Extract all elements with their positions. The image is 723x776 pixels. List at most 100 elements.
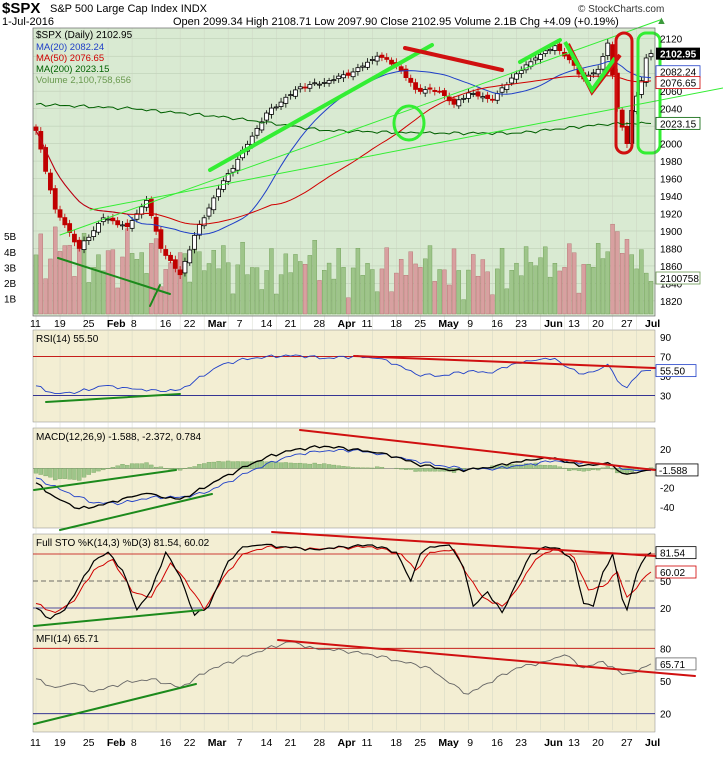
- macd-histogram-bar: [423, 468, 428, 472]
- macd-histogram-bar: [523, 463, 529, 469]
- volume-bar: [341, 267, 346, 315]
- candle-body: [230, 168, 236, 173]
- candle-body: [413, 82, 418, 90]
- volume-bar: [293, 254, 298, 315]
- rsi-drawn-resistance: [353, 355, 656, 369]
- volume-bar: [230, 293, 236, 315]
- macd-histogram-bar: [326, 464, 332, 469]
- candle-body: [259, 121, 265, 131]
- candle-body: [148, 198, 154, 216]
- volume-bar: [225, 262, 231, 315]
- volume-bar: [485, 271, 490, 315]
- macd-histogram-bar: [620, 468, 625, 473]
- candle-body: [235, 158, 241, 171]
- macd-histogram-bar: [571, 468, 577, 471]
- rsi-tick-label: 50: [660, 372, 672, 383]
- macd-drawn-support: [33, 469, 177, 491]
- x-axis-label-bottom: Mar: [208, 737, 227, 749]
- macd-histogram-bar: [139, 463, 144, 469]
- candle-body: [475, 91, 481, 97]
- candle-body: [297, 86, 303, 90]
- price-tick-label: 2040: [660, 105, 683, 116]
- volume-bar: [322, 270, 327, 315]
- candle-body: [638, 80, 644, 95]
- candle-body: [168, 254, 173, 261]
- watermark: © StockCharts.com: [578, 4, 665, 15]
- macd-histogram-bar: [115, 465, 120, 469]
- macd-histogram-bar: [624, 468, 630, 474]
- macd-histogram-bar: [605, 466, 610, 469]
- volume-bar: [110, 249, 116, 315]
- candle-body: [557, 43, 563, 52]
- macd-histogram-bar: [216, 461, 221, 469]
- volume-bar: [177, 252, 183, 315]
- volume-bar: [398, 259, 404, 315]
- candle-body: [269, 107, 274, 115]
- candle-body: [490, 98, 495, 101]
- x-axis-label-top: 20: [592, 318, 604, 330]
- rsi-drawn-support: [45, 393, 181, 403]
- candle-body: [451, 98, 457, 105]
- volume-bar: [105, 250, 111, 315]
- volume-bar: [245, 274, 250, 315]
- price-tick-label: 1980: [660, 157, 683, 168]
- x-axis-label-top: 18: [390, 318, 402, 330]
- volume-bar: [643, 272, 649, 315]
- candle-body: [57, 209, 63, 218]
- x-axis-label-top: May: [438, 318, 459, 330]
- ma-tag-bg: [655, 116, 701, 130]
- macd-histogram-bar: [158, 466, 164, 469]
- macd-histogram-bar: [81, 468, 87, 478]
- volume-bar: [422, 258, 428, 315]
- volume-bar: [274, 293, 279, 315]
- volume-bar: [81, 232, 87, 315]
- macd-histogram-bar: [374, 466, 380, 469]
- volume-bar: [581, 264, 586, 315]
- volume-bar: [240, 241, 245, 315]
- macd-title: MACD(12,26,9) -1.588, -2.372, 0.784: [36, 432, 202, 443]
- macd-histogram-bar: [57, 468, 63, 479]
- rsi-title: RSI(14) 55.50: [36, 334, 99, 345]
- macd-histogram-bar: [557, 466, 562, 469]
- macd-histogram-bar: [552, 465, 558, 469]
- volume-bar: [576, 292, 582, 315]
- candle-body: [403, 68, 409, 78]
- candle-body: [273, 106, 279, 109]
- ma-tag: 2082.24: [660, 68, 697, 79]
- x-axis-label-bottom: 8: [131, 737, 137, 749]
- volume-bar: [451, 248, 457, 315]
- macd-histogram-bar: [197, 464, 202, 469]
- x-axis-label-bottom: 18: [390, 737, 402, 749]
- macd-histogram-bar: [293, 463, 298, 469]
- rsi-rsi-line: [35, 354, 651, 395]
- volume-bar: [370, 269, 375, 315]
- macd-drawn-support-2: [59, 493, 213, 531]
- volume-bar: [77, 247, 82, 315]
- macd-histogram-bar: [38, 468, 43, 475]
- channel-upper-line: [59, 19, 661, 236]
- ma-tag: 2076.65: [660, 79, 697, 90]
- candle-body: [417, 87, 423, 92]
- candle-body: [43, 147, 49, 172]
- macd-histogram-bar: [302, 463, 308, 469]
- x-axis-label-top: Jun: [544, 318, 563, 330]
- x-axis-label-top: 16: [160, 318, 172, 330]
- volume-bar: [634, 268, 639, 315]
- candle-body: [158, 229, 164, 249]
- volume-bar: [86, 282, 92, 315]
- sto-d-tag-bg: [655, 565, 697, 579]
- price-tick-label: 1880: [660, 244, 683, 255]
- macd-histogram-bar: [33, 468, 39, 474]
- macd-histogram-bar: [226, 460, 231, 469]
- volume-bar: [461, 299, 466, 315]
- price-tick-label: 1900: [660, 227, 683, 238]
- candle-body: [86, 236, 92, 241]
- mfi-mfi-line: [35, 641, 652, 695]
- volume-bar: [336, 248, 341, 315]
- candle-body: [254, 128, 260, 136]
- volume-bar: [586, 264, 591, 315]
- candle-body: [115, 220, 121, 226]
- volume-bar: [115, 287, 120, 315]
- candle-body: [105, 218, 111, 221]
- volume-bar: [418, 267, 423, 315]
